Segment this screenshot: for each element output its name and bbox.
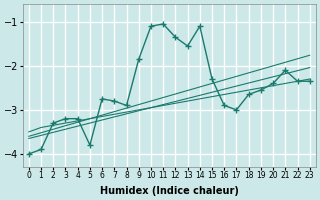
X-axis label: Humidex (Indice chaleur): Humidex (Indice chaleur) xyxy=(100,186,239,196)
